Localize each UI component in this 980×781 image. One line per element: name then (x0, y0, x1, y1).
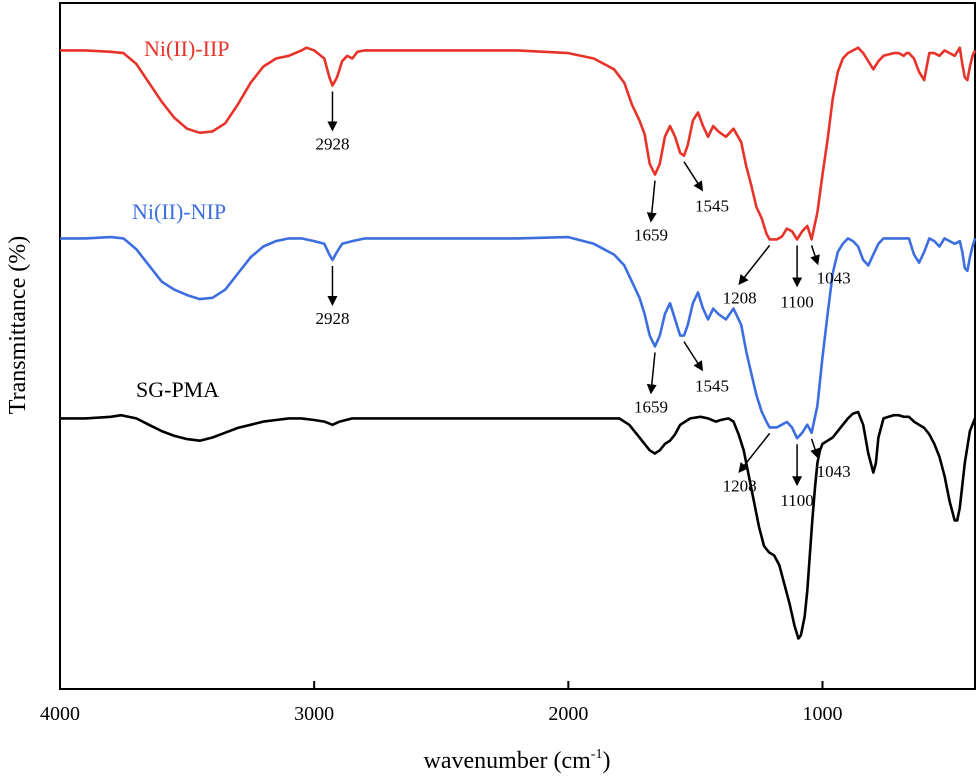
series-label-sg-pma: SG-PMA (136, 377, 219, 402)
peak-arrow (738, 432, 771, 473)
peak-arrow (683, 161, 704, 192)
peak-label: 1545 (695, 197, 729, 216)
x-tick-label: 1000 (803, 703, 843, 725)
peak-arrow (646, 352, 657, 395)
peak-label: 1208 (723, 288, 757, 307)
peak-label: 1043 (817, 268, 851, 287)
series-line-sg-pma (60, 410, 977, 640)
peak-label: 2928 (315, 135, 349, 154)
x-tick-label: 4000 (40, 703, 80, 725)
x-axis: 4000 3000 2000 1000 (40, 681, 843, 725)
plot-frame (59, 2, 976, 690)
peak-label: 1659 (634, 397, 668, 416)
peak-label: 1043 (817, 462, 851, 481)
peak-label: 2928 (315, 309, 349, 328)
y-axis-title: Transmittance (%) (5, 236, 31, 414)
series-line-ni-ii-nip (60, 235, 977, 440)
x-axis-title-superscript: -1 (591, 747, 603, 762)
peak-label: 1545 (695, 377, 729, 396)
peak-arrow (810, 438, 820, 459)
series-label-ni-nip: Ni(II)-NIP (132, 199, 226, 224)
peak-arrow (738, 244, 771, 285)
peak-arrow (810, 245, 820, 266)
x-axis-title: wavenumber (cm-1) (424, 747, 611, 774)
peak-label: 1208 (723, 476, 757, 495)
series-line-ni-ii-iip (60, 46, 977, 241)
series-label-ni-iip: Ni(II)-IIP (144, 36, 230, 61)
peak-arrow (646, 180, 657, 223)
peak-label: 1100 (780, 292, 813, 311)
x-tick-label: 2000 (548, 703, 588, 725)
series-lines (60, 46, 977, 640)
peak-label: 1659 (634, 226, 668, 245)
peak-arrow (683, 341, 704, 372)
peak-label: 1100 (780, 491, 813, 510)
x-tick-label: 3000 (294, 703, 334, 725)
